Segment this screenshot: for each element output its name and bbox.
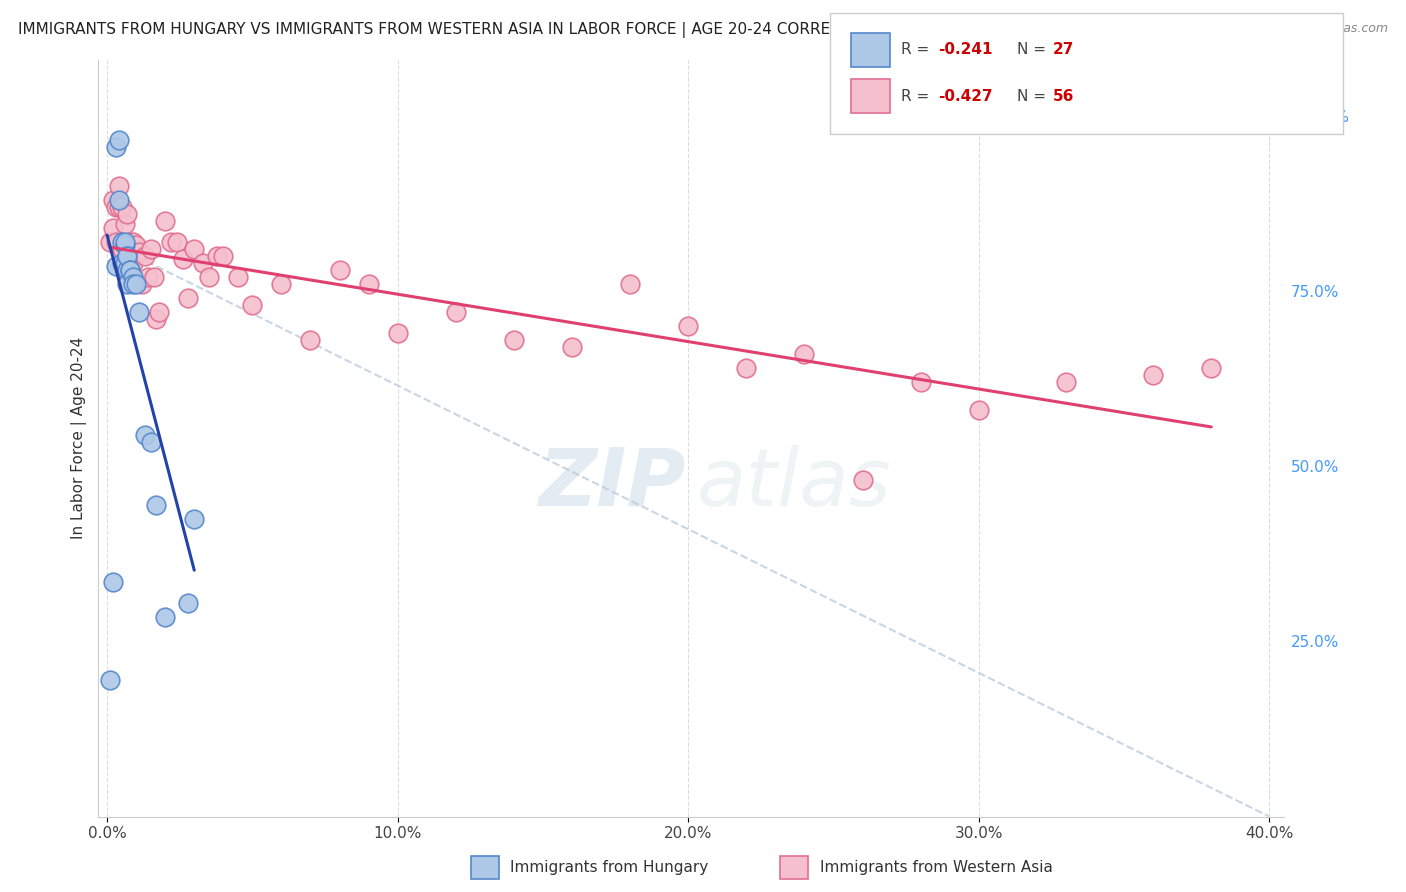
Point — [160, 235, 183, 249]
Point — [122, 277, 145, 291]
Text: N =: N = — [1017, 43, 1050, 57]
Point — [299, 333, 322, 347]
Point — [183, 512, 205, 526]
Point — [110, 242, 132, 256]
Point — [328, 263, 350, 277]
Point — [117, 249, 139, 263]
Text: Source: ZipAtlas.com: Source: ZipAtlas.com — [1254, 22, 1388, 36]
Point — [125, 277, 148, 291]
Text: ZIP: ZIP — [538, 444, 685, 523]
Point — [851, 473, 873, 487]
Point — [153, 214, 176, 228]
Point — [1142, 368, 1164, 382]
Point — [197, 269, 219, 284]
Point — [107, 133, 129, 147]
Point — [114, 256, 136, 270]
Point — [122, 269, 145, 284]
Point — [117, 249, 139, 263]
Text: 27: 27 — [1053, 43, 1074, 57]
Point — [134, 249, 156, 263]
Point — [104, 200, 127, 214]
Point — [110, 235, 132, 249]
Point — [125, 238, 148, 252]
Point — [120, 263, 142, 277]
Text: -0.427: -0.427 — [938, 89, 993, 103]
Point — [357, 277, 380, 291]
Point — [120, 263, 142, 277]
Point — [444, 305, 467, 319]
Point — [145, 498, 167, 512]
Point — [120, 235, 142, 249]
Point — [226, 269, 249, 284]
Text: IMMIGRANTS FROM HUNGARY VS IMMIGRANTS FROM WESTERN ASIA IN LABOR FORCE | AGE 20-: IMMIGRANTS FROM HUNGARY VS IMMIGRANTS FR… — [18, 22, 942, 38]
Point — [676, 318, 699, 333]
Text: Immigrants from Hungary: Immigrants from Hungary — [510, 861, 709, 875]
Point — [212, 249, 235, 263]
Point — [104, 235, 127, 249]
Point — [967, 403, 990, 417]
Text: 56: 56 — [1053, 89, 1074, 103]
Point — [735, 361, 758, 376]
Point — [117, 263, 139, 277]
Point — [183, 242, 205, 256]
Point — [1054, 375, 1077, 389]
Point — [136, 269, 159, 284]
Point — [207, 249, 229, 263]
Point — [172, 252, 194, 267]
Text: Immigrants from Western Asia: Immigrants from Western Asia — [820, 861, 1053, 875]
Point — [153, 610, 176, 624]
Point — [166, 235, 188, 249]
Point — [120, 263, 142, 277]
Point — [98, 673, 121, 687]
Point — [107, 200, 129, 214]
Text: atlas: atlas — [697, 444, 891, 523]
Point — [139, 434, 162, 449]
Point — [117, 277, 139, 291]
Point — [122, 256, 145, 270]
Point — [107, 178, 129, 193]
Point — [114, 263, 136, 277]
Point — [117, 249, 139, 263]
Point — [107, 193, 129, 207]
Point — [619, 277, 641, 291]
Point — [910, 375, 932, 389]
Text: R =: R = — [901, 89, 935, 103]
Point — [240, 298, 263, 312]
Text: N =: N = — [1017, 89, 1050, 103]
Point — [110, 200, 132, 214]
Point — [114, 217, 136, 231]
Point — [122, 235, 145, 249]
Point — [387, 326, 409, 340]
Point — [101, 574, 124, 589]
Point — [101, 220, 124, 235]
Point — [131, 277, 153, 291]
Point — [117, 207, 139, 221]
Point — [177, 596, 200, 610]
Point — [110, 256, 132, 270]
Point — [128, 305, 150, 319]
Point — [128, 245, 150, 260]
Point — [139, 242, 162, 256]
Point — [793, 347, 815, 361]
Point — [104, 260, 127, 274]
Point — [148, 305, 170, 319]
Point — [270, 277, 292, 291]
Point — [145, 312, 167, 326]
Text: R =: R = — [901, 43, 935, 57]
Text: -0.241: -0.241 — [938, 43, 993, 57]
Point — [114, 238, 136, 252]
Point — [142, 269, 165, 284]
Point — [114, 235, 136, 249]
Point — [101, 193, 124, 207]
Point — [561, 340, 583, 354]
Point — [177, 291, 200, 305]
Point — [1199, 361, 1222, 376]
Point — [191, 256, 214, 270]
Point — [134, 427, 156, 442]
Point — [104, 140, 127, 154]
Y-axis label: In Labor Force | Age 20-24: In Labor Force | Age 20-24 — [72, 337, 87, 540]
Point — [502, 333, 524, 347]
Point — [98, 235, 121, 249]
